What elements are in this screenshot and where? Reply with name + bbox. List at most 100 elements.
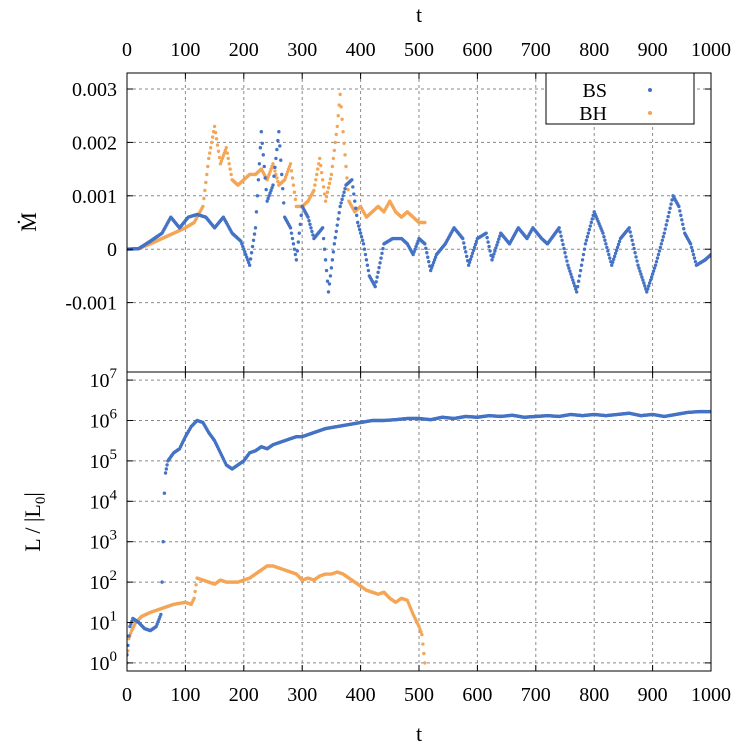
y-ticks-top: 0.003 0.002 0.001 0 -0.001 [65, 79, 711, 315]
data-point-bs [463, 245, 467, 250]
data-point-bs [355, 220, 360, 225]
data-point-bh [217, 155, 222, 160]
data-point-bh [321, 185, 326, 189]
data-point-bs [257, 162, 262, 166]
data-point-bh [342, 141, 346, 145]
data-point-bh [209, 146, 213, 150]
data-point-bs [472, 245, 477, 250]
x-tick-label: 600 [462, 684, 492, 706]
y-tick-label-base: 10 [90, 572, 110, 594]
data-point-bs [247, 263, 252, 267]
data-point-bs [361, 242, 366, 246]
data-point-bs [606, 249, 610, 253]
data-point-bh [423, 661, 427, 665]
data-point-bh [267, 172, 271, 177]
data-point-bs [604, 242, 608, 246]
data-point-bs [610, 263, 614, 267]
data-point-bs [656, 252, 661, 257]
data-point-bs [560, 238, 564, 242]
data-point-bh [214, 137, 219, 141]
data-point-bs [239, 239, 243, 243]
x-tick-label: 100 [170, 684, 200, 706]
data-point-bs [608, 256, 612, 260]
y-tick-label: 0.003 [72, 79, 117, 101]
data-point-bs [639, 272, 643, 276]
data-point-bs [645, 290, 649, 294]
data-point-bs [660, 238, 665, 242]
y-tick-label-base: 10 [90, 613, 110, 635]
data-point-bs [469, 254, 474, 259]
data-point-bs [628, 230, 632, 234]
data-point-bs [664, 223, 668, 227]
data-point-bs [279, 158, 283, 162]
data-point-bs [426, 255, 430, 259]
data-point-bs [567, 266, 571, 270]
data-point-bh [127, 636, 131, 641]
data-point-bs [261, 153, 265, 157]
data-point-bs [288, 226, 293, 230]
data-point-bs [248, 257, 253, 261]
y-tick-label: 100 [90, 649, 118, 675]
data-point-bs [491, 255, 495, 259]
data-point-bh [328, 177, 333, 181]
y-tick-label-exponent: 7 [110, 366, 118, 382]
data-point-bs [327, 282, 332, 286]
data-point-bs [473, 242, 478, 247]
data-point-bs [342, 190, 346, 194]
data-point-bh [291, 183, 296, 187]
data-point-bh [224, 146, 228, 150]
data-point-bs [337, 211, 341, 215]
data-point-bh [275, 176, 279, 180]
data-point-bs [289, 231, 294, 235]
data-point-bs [355, 213, 359, 218]
data-point-bs [610, 260, 615, 264]
data-point-bs [299, 213, 303, 218]
data-point-bh [316, 167, 320, 171]
x-tick-label: 900 [638, 39, 668, 61]
data-point-bs [488, 249, 492, 253]
data-point-bs [244, 252, 248, 257]
data-point-bs [282, 201, 286, 205]
data-point-bs [411, 252, 415, 257]
data-point-bs [690, 249, 695, 253]
data-point-bh [333, 140, 337, 145]
data-point-bs [340, 197, 344, 202]
data-point-bs [365, 263, 370, 267]
data-point-bs [651, 269, 656, 273]
data-point-bh [207, 156, 211, 161]
data-point-bs [360, 238, 365, 242]
data-point-bs [433, 255, 438, 259]
data-point-bh [229, 172, 233, 177]
data-point-bs [245, 258, 250, 262]
data-point-bs [563, 251, 567, 255]
data-point-bs [374, 280, 378, 284]
data-point-bs [412, 250, 416, 254]
data-point-bs [682, 227, 686, 231]
x-tick-label: 0 [122, 39, 132, 61]
y-tick-label-exponent: 6 [110, 406, 118, 422]
data-point-bh [284, 172, 289, 177]
data-point-bs [588, 224, 593, 228]
data-point-bs [358, 231, 363, 235]
data-point-bs [640, 275, 644, 279]
data-point-bh [212, 124, 217, 129]
data-point-bs [617, 239, 622, 244]
x-tick-label: 700 [521, 39, 551, 61]
data-point-bh [336, 114, 340, 118]
data-point-bh [289, 169, 294, 173]
data-point-bs [322, 247, 327, 251]
data-point-bh [225, 151, 229, 155]
data-point-bs [380, 251, 384, 256]
data-point-bs [677, 204, 681, 209]
data-point-bh [223, 148, 228, 153]
data-point-bh [209, 140, 214, 145]
data-point-bs [275, 147, 279, 152]
data-point-bs [578, 268, 583, 273]
x-tick-label: 900 [638, 684, 668, 706]
y-axis-label-bottom-end: | [20, 492, 45, 496]
data-point-bh [268, 170, 272, 174]
data-point-bs [461, 236, 465, 241]
data-point-bs [381, 246, 385, 251]
data-point-bs [427, 259, 431, 264]
x-ticks-bottom: 0 100 200 300 400 500 600 700 800 900 1000 [122, 372, 731, 706]
